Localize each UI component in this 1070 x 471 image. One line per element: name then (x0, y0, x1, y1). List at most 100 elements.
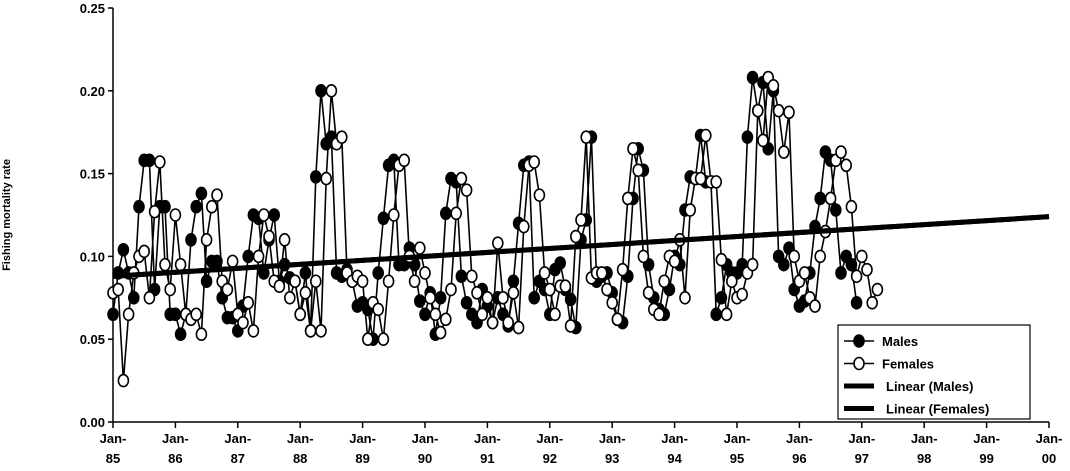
data-point (751, 103, 764, 118)
data-point (824, 191, 837, 206)
data-point (777, 257, 790, 272)
x-tick-label-part: 93 (605, 451, 619, 466)
legend-label: Females (882, 357, 934, 372)
data-point (299, 286, 312, 300)
data-point (377, 211, 390, 226)
data-point (439, 312, 452, 327)
data-point (434, 290, 447, 305)
x-tick-label-part: 90 (418, 451, 432, 466)
data-point (372, 302, 385, 317)
data-point (138, 244, 150, 259)
x-tick-label-part: Jan- (162, 431, 189, 446)
x-tick-label: Jan- 97 (848, 431, 875, 466)
y-tick-label: 0.25 (80, 1, 105, 16)
data-point (273, 279, 286, 294)
data-point (237, 315, 249, 330)
data-point (200, 274, 213, 289)
x-tick-label-part: 00 (1042, 451, 1056, 466)
x-tick-label-part: 99 (979, 451, 993, 466)
x-tick-label-part: Jan- (786, 431, 813, 446)
data-point (855, 249, 868, 264)
x-tick-label-part: Jan- (724, 431, 751, 446)
data-point (699, 128, 712, 143)
x-tick-label-part: Jan- (224, 431, 251, 446)
data-point (315, 84, 327, 98)
x-tick-label: Jan- 98 (911, 431, 938, 466)
data-point (512, 320, 525, 335)
data-point (679, 290, 691, 305)
data-point (486, 315, 499, 330)
x-tick-label: Jan- 88 (287, 431, 314, 466)
x-tick-label: Jan- 92 (536, 431, 563, 466)
data-point (185, 233, 197, 247)
data-point (559, 279, 572, 294)
data-point (424, 290, 437, 305)
series-line (112, 76, 879, 382)
x-tick-label-part: 88 (293, 451, 307, 466)
data-point (835, 145, 847, 159)
data-point (491, 236, 504, 250)
x-tick-label: Jan- 93 (599, 431, 626, 466)
data-point (736, 287, 749, 302)
data-point (190, 199, 202, 214)
y-axis-label: Fishing mortality rate (1, 159, 13, 271)
data-point (460, 295, 473, 310)
x-tick-label-part: Jan- (349, 431, 376, 446)
data-point (783, 105, 795, 120)
data-point (715, 290, 728, 305)
x-tick-label-part: Jan- (661, 431, 688, 446)
data-point (616, 262, 629, 277)
data-point (445, 282, 457, 297)
data-point (507, 274, 520, 289)
x-tick-label-part: 94 (667, 451, 682, 466)
x-tick-label-part: Jan- (848, 431, 875, 446)
data-point (845, 199, 858, 214)
data-point (247, 324, 260, 338)
x-tick-label-part: 98 (917, 451, 931, 466)
data-point (174, 257, 187, 272)
data-point (554, 256, 567, 270)
data-point (320, 171, 333, 186)
data-point (450, 206, 463, 221)
data-point (549, 307, 561, 322)
y-tick-label: 0.10 (80, 249, 105, 264)
data-point (387, 208, 400, 222)
data-point (814, 249, 827, 264)
x-tick-label: Jan- 96 (786, 431, 813, 466)
legend-marker (853, 356, 865, 371)
data-point (408, 274, 421, 289)
data-point (143, 290, 156, 305)
x-tick-label-part: Jan- (412, 431, 439, 446)
data-point (746, 70, 759, 85)
x-tick-label-part: 92 (543, 451, 557, 466)
y-tick-label: 0.05 (80, 332, 105, 347)
data-point (315, 324, 327, 338)
data-point (502, 315, 515, 330)
data-point (741, 130, 754, 144)
data-point (621, 191, 634, 206)
data-point (798, 266, 811, 280)
data-point (835, 266, 847, 280)
data-point (637, 249, 650, 264)
data-point (861, 262, 873, 277)
data-point (413, 294, 426, 308)
data-point (174, 327, 187, 342)
data-point (611, 312, 624, 327)
data-point (840, 158, 853, 173)
data-point (159, 257, 171, 272)
data-point (325, 84, 338, 98)
legend-label: Linear (Females) (886, 402, 989, 417)
data-point (268, 208, 281, 222)
data-point (569, 229, 582, 244)
data-point (471, 286, 483, 300)
data-point (580, 130, 593, 144)
x-tick-label: Jan- 90 (412, 431, 439, 466)
data-point (252, 249, 265, 264)
data-point (455, 171, 468, 186)
data-point (413, 241, 426, 255)
data-point (190, 307, 202, 322)
data-point (725, 274, 738, 289)
data-point (112, 282, 124, 297)
data-point (304, 324, 317, 338)
